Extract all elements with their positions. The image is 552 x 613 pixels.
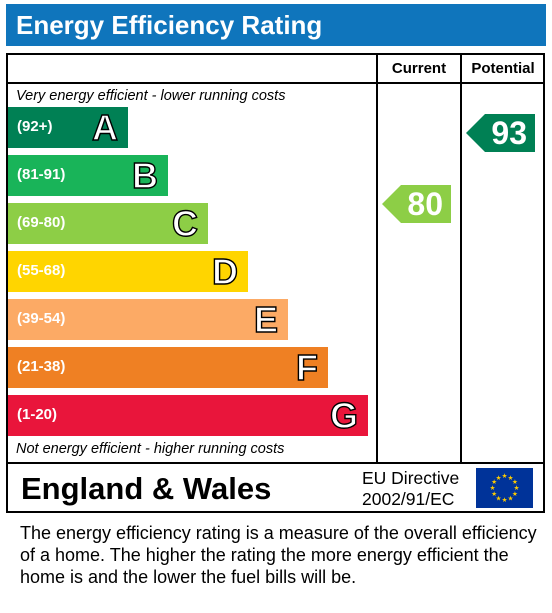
band-range-e: (39-54) bbox=[17, 310, 66, 327]
band-letter-a: A bbox=[91, 107, 118, 148]
flag-star: ★ bbox=[490, 484, 496, 492]
band-letter-e: E bbox=[253, 299, 278, 340]
top-note: Very energy efficient - lower running co… bbox=[16, 88, 286, 104]
band-range-b: (81-91) bbox=[17, 166, 66, 183]
band-range-g: (1-20) bbox=[17, 406, 58, 423]
column-divider-potential bbox=[460, 53, 462, 463]
band-letter-b: B bbox=[131, 155, 158, 196]
flag-star: ★ bbox=[491, 478, 497, 486]
flag-star: ★ bbox=[502, 496, 508, 504]
band-letter-d: D bbox=[211, 251, 238, 292]
band-range-a: (92+) bbox=[17, 118, 53, 135]
flag-star: ★ bbox=[514, 484, 520, 492]
flag-star: ★ bbox=[508, 495, 514, 503]
directive-line-1: EU Directive bbox=[362, 468, 460, 488]
flag-star: ★ bbox=[502, 472, 508, 480]
eu-flag-icon: ★ ★★★★★★★★★★★ bbox=[476, 468, 533, 508]
region-label: England & Wales bbox=[21, 471, 272, 506]
column-header-current: Current bbox=[391, 60, 447, 77]
band-letter-g: G bbox=[329, 395, 358, 436]
current-rating-arrow-value: 80 bbox=[407, 186, 443, 222]
footer-row-divider bbox=[6, 462, 545, 464]
band-g: (1-20) G bbox=[8, 395, 368, 436]
band-range-f: (21-38) bbox=[17, 358, 66, 375]
eu-directive: EU Directive 2002/91/EC bbox=[362, 468, 459, 510]
description-text: The energy efficiency rating is a measur… bbox=[20, 523, 537, 587]
band-b: (81-91) B bbox=[8, 155, 168, 196]
band-letter-f: F bbox=[295, 347, 318, 388]
band-f: (21-38) F bbox=[8, 347, 328, 388]
rating-table bbox=[6, 53, 545, 513]
flag-star: ★ bbox=[512, 490, 518, 498]
current-rating-arrow-shape bbox=[382, 185, 451, 223]
bottom-note: Not energy efficient - higher running co… bbox=[16, 441, 285, 457]
flag-star: ★ bbox=[496, 474, 502, 482]
current-rating-arrow: 80 bbox=[382, 185, 451, 223]
flag-star: ★ bbox=[508, 474, 514, 482]
band-e: (39-54) E bbox=[8, 299, 288, 340]
band-letter-c: C bbox=[171, 203, 198, 244]
flag-star: ★ bbox=[491, 490, 497, 498]
band-a: (92+) A bbox=[8, 107, 128, 148]
flag-star: ★ bbox=[512, 478, 518, 486]
chart-title: Energy Efficiency Rating bbox=[16, 10, 323, 40]
directive-line-2: 2002/91/EC bbox=[362, 489, 455, 509]
header-row-divider bbox=[6, 82, 545, 84]
column-header-potential: Potential bbox=[471, 60, 535, 77]
flag-star: ★ bbox=[496, 495, 502, 503]
potential-rating-arrow: 93 bbox=[466, 114, 535, 152]
potential-rating-arrow-value: 93 bbox=[491, 115, 527, 151]
band-range-d: (55-68) bbox=[17, 262, 66, 279]
potential-rating-arrow-shape bbox=[466, 114, 535, 152]
title-bar: Energy Efficiency Rating bbox=[6, 4, 546, 46]
band-c: (69-80) C bbox=[8, 203, 208, 244]
column-divider-current bbox=[376, 53, 378, 463]
band-range-c: (69-80) bbox=[17, 214, 66, 231]
band-d: (55-68) D bbox=[8, 251, 248, 292]
